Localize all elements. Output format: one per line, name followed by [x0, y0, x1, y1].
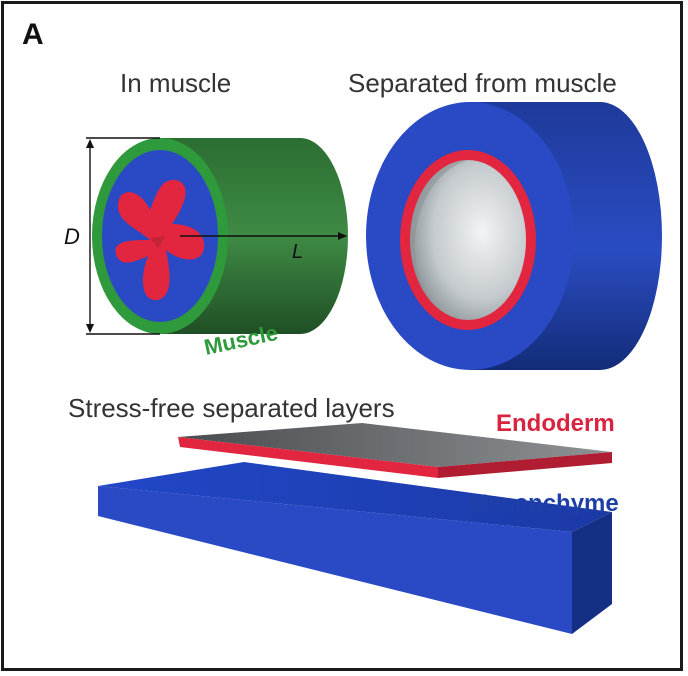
separated-title: Separated from muscle [348, 68, 617, 98]
cylinder-in-muscle: D L Muscle [64, 137, 348, 360]
cylinder-separated [366, 102, 662, 370]
endoderm-label: Endoderm [496, 410, 615, 437]
diameter-arrowhead-top [86, 139, 94, 148]
in-muscle-title: In muscle [120, 68, 232, 98]
mesenchyme-slab-top [98, 462, 612, 532]
length-arrowhead [338, 232, 347, 240]
diameter-label: D [64, 224, 80, 249]
mesenchyme-slab-front [98, 486, 572, 634]
mesenchyme-slab-side [572, 512, 612, 634]
lumen-inner-shadow [410, 160, 468, 300]
endoderm-slab-top [178, 423, 612, 467]
mesenchyme-label: Mesenchyme [468, 490, 619, 517]
endoderm-star-lumen [150, 236, 166, 248]
endoderm-slab-front [178, 437, 438, 478]
endoderm-slab [178, 423, 612, 478]
mesenchyme-slab [98, 462, 612, 634]
panel-letter: A [22, 18, 44, 51]
stress-free-title: Stress-free separated layers [68, 393, 395, 423]
length-label: L [292, 241, 303, 263]
lumen [410, 160, 526, 320]
diameter-arrowhead-bottom [86, 324, 94, 333]
endoderm-slab-side [438, 452, 612, 478]
